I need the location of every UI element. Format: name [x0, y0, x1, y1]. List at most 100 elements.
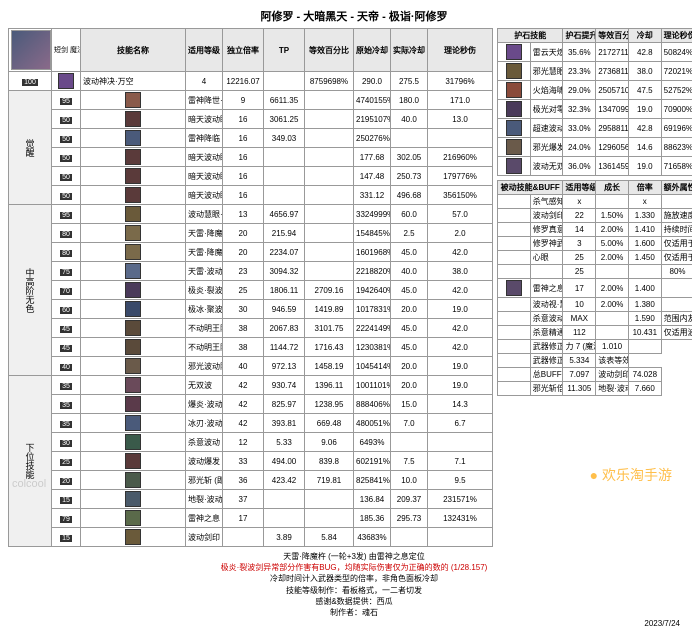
cell: 17 — [223, 509, 264, 528]
cell: 25 — [563, 265, 596, 279]
cell: 40.0 — [391, 110, 428, 129]
skill-level: 35 — [52, 376, 81, 395]
cell: 74.028 — [628, 368, 661, 382]
cell: 7.1 — [428, 452, 493, 471]
cell: 825841% — [354, 471, 391, 490]
cell: 1230381% — [354, 338, 391, 357]
page-title: 阿修罗 - 大暗黑天 - 天帝 - 极诣·阿修罗 — [8, 8, 692, 24]
cell: 2234.07 — [264, 243, 305, 262]
cell: 6493% — [354, 433, 391, 452]
cell: 23.3% — [563, 62, 596, 81]
skill-name: 邪光波动阵 — [186, 357, 223, 376]
cell: 波动剑印 (3x) 倍率 — [596, 368, 629, 382]
skill-icon — [52, 72, 81, 91]
cell: 3101.75 — [305, 319, 354, 338]
cell: 250276% — [354, 129, 391, 148]
skill-icon — [81, 471, 186, 490]
cell: 42.8 — [628, 43, 661, 62]
cell: 71658% — [661, 157, 692, 176]
h-dps: 理论秒伤 — [428, 29, 493, 72]
skill-level: 75 — [52, 262, 81, 281]
skill-name: 爆炎·波动剑 — [186, 395, 223, 414]
cell: 3.89 — [264, 528, 305, 547]
cell: 17 — [563, 279, 596, 298]
cell: 70900% — [661, 100, 692, 119]
skill-icon — [81, 357, 186, 376]
skill-icon — [81, 414, 186, 433]
skill-icon — [81, 338, 186, 357]
cell — [305, 167, 354, 186]
cell: 7.097 — [563, 368, 596, 382]
skill-icon — [81, 319, 186, 338]
cell: 72021% — [661, 62, 692, 81]
skill-icon — [81, 205, 186, 224]
cell: 88623% — [661, 138, 692, 157]
cell — [661, 279, 692, 298]
cell: 185.36 — [354, 509, 391, 528]
cell: 14.3 — [428, 395, 493, 414]
skill-name: 波动剑印 (3x) — [186, 528, 223, 547]
skill-name: 极炎·裂波剑 — [186, 281, 223, 300]
cell: 20 — [223, 224, 264, 243]
cell: 12960562% — [596, 138, 629, 157]
buff-name: 修罗神武 — [530, 237, 563, 251]
cell: 5.00% — [596, 237, 629, 251]
cell: 16 — [223, 167, 264, 186]
cell: 16 — [223, 186, 264, 205]
cell: 24.0% — [563, 138, 596, 157]
cell — [391, 129, 428, 148]
cell: 69196% — [661, 119, 692, 138]
cell: 1942640% — [354, 281, 391, 300]
bc3: 额外属性 — [661, 181, 692, 195]
cell: 施放速度 — [661, 209, 692, 223]
cell: 6611.35 — [264, 91, 305, 110]
cell: 13470993% — [596, 100, 629, 119]
skill-name: 极冰·聚波剑 — [186, 300, 223, 319]
skill-icon — [81, 528, 186, 547]
cell: 295.73 — [391, 509, 428, 528]
buff-name: 雷神之息 (时装) — [530, 279, 563, 298]
cell — [305, 91, 354, 110]
cell: 1.590 — [628, 312, 661, 326]
cell: 2218820% — [354, 262, 391, 281]
cell — [596, 195, 629, 209]
cell — [305, 129, 354, 148]
cell — [264, 186, 305, 205]
cell: 825.97 — [264, 395, 305, 414]
skill-icon — [81, 490, 186, 509]
skill-icon — [81, 509, 186, 528]
cell: 19.0 — [428, 300, 493, 319]
buff-name: 波动剑印 — [530, 209, 563, 223]
cell — [305, 243, 354, 262]
cell: 1.400 — [628, 279, 661, 298]
cell: 1458.19 — [305, 357, 354, 376]
cell: 946.59 — [264, 300, 305, 319]
buff-icon — [498, 237, 531, 251]
cell: 42 — [223, 376, 264, 395]
cell: 仅适用波动剑印 (3x) 和平x — [661, 326, 692, 340]
cell: 13 — [223, 205, 264, 224]
cell: 171.0 — [428, 91, 493, 110]
cell: 45.0 — [391, 338, 428, 357]
cell — [305, 110, 354, 129]
buff-name: 心眼 — [530, 251, 563, 265]
cell: 3 — [563, 237, 596, 251]
side-name: 极光对零度 — [530, 100, 563, 119]
cell: 7.660 — [628, 382, 661, 396]
buff-icon — [498, 368, 531, 382]
cell: 669.48 — [305, 414, 354, 433]
bt: 被动技能&BUFF — [498, 181, 563, 195]
cell: 302.05 — [391, 148, 428, 167]
cell: 2.5 — [391, 224, 428, 243]
cell — [305, 262, 354, 281]
cell: 2.00% — [596, 223, 629, 237]
cell — [391, 528, 428, 547]
skill-level: 50 — [52, 167, 81, 186]
skill-name: 杀意波动 — [186, 433, 223, 452]
cell: 6.7 — [428, 414, 493, 433]
cell — [305, 224, 354, 243]
cell: 2.0 — [428, 224, 493, 243]
section-label: 觉醒 — [9, 91, 52, 205]
cell: 4656.97 — [264, 205, 305, 224]
skill-name: 不动明王阵 (满印&秒) — [186, 338, 223, 357]
